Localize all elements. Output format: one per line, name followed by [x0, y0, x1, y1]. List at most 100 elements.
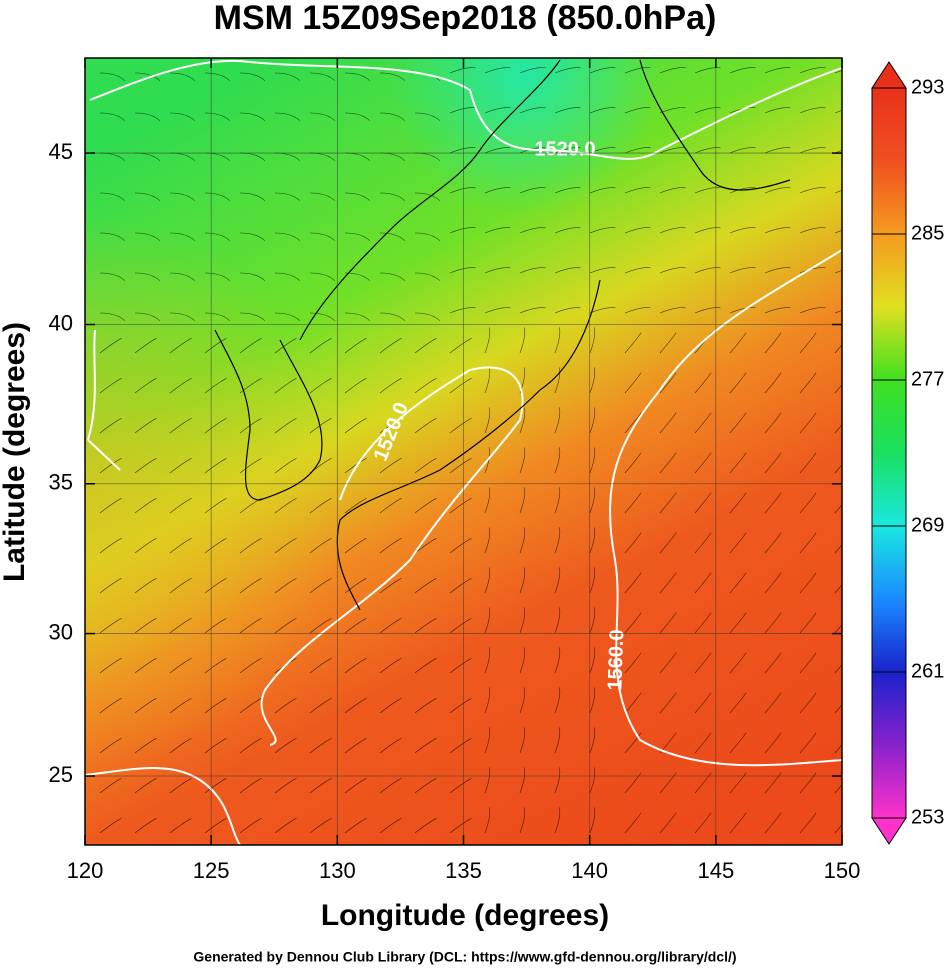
y-tick-label: 45: [49, 139, 73, 164]
streamline: [134, 272, 161, 281]
streamline: [484, 607, 491, 634]
streamline: [764, 812, 782, 834]
streamline: [694, 572, 712, 594]
streamline: [169, 378, 192, 394]
streamline: [694, 732, 712, 754]
streamline: [554, 487, 561, 514]
streamline: [729, 812, 747, 834]
streamline: [729, 452, 747, 474]
streamline: [764, 572, 782, 594]
streamline: [729, 267, 756, 274]
streamline: [274, 578, 297, 594]
streamline: [764, 332, 782, 354]
colorbar-extend: [871, 817, 907, 845]
streamline: [134, 458, 157, 474]
streamline: [764, 612, 782, 634]
streamline: [274, 418, 297, 434]
streamline: [834, 150, 842, 154]
streamline: [659, 332, 677, 354]
streamline: [169, 498, 192, 514]
streamline: [659, 372, 677, 394]
streamline: [379, 378, 402, 394]
streamline: [729, 307, 756, 314]
streamline: [834, 744, 842, 754]
streamline: [764, 452, 782, 474]
streamline: [204, 578, 227, 594]
streamline: [799, 147, 826, 154]
streamline: [274, 192, 301, 201]
streamline: [134, 112, 161, 121]
streamline: [204, 338, 227, 354]
streamline: [694, 107, 721, 114]
streamline: [834, 704, 842, 714]
streamline: [379, 272, 406, 281]
streamline: [554, 227, 581, 234]
streamline: [799, 67, 826, 74]
streamline: [554, 107, 581, 114]
streamline: [344, 818, 367, 834]
streamline: [484, 727, 491, 754]
streamline: [624, 67, 651, 74]
streamline: [659, 67, 686, 74]
streamline: [519, 767, 526, 794]
streamline: [764, 412, 782, 434]
streamline: [624, 772, 642, 794]
streamline: [344, 698, 367, 714]
streamline: [274, 378, 297, 394]
streamline: [729, 612, 747, 634]
streamline: [834, 784, 842, 794]
streamline: [449, 618, 472, 634]
streamline: [764, 732, 782, 754]
streamline: [134, 312, 161, 321]
streamline: [589, 147, 616, 154]
streamline: [274, 618, 297, 634]
streamline: [449, 458, 472, 474]
streamline: [589, 807, 596, 834]
x-tick-label: 125: [193, 858, 230, 883]
streamline: [239, 418, 262, 434]
streamline: [239, 778, 262, 794]
streamline: [379, 312, 406, 321]
streamline: [519, 407, 526, 434]
streamline: [484, 327, 491, 354]
coastline: [214, 329, 323, 501]
streamline: [624, 812, 642, 834]
streamline: [134, 192, 161, 201]
streamline: [694, 67, 721, 74]
contour-line: [609, 249, 842, 767]
streamline: [309, 72, 336, 81]
streamline: [99, 738, 122, 754]
streamline: [659, 452, 677, 474]
streamline: [134, 578, 157, 594]
height-contours: [85, 59, 842, 845]
streamline: [274, 778, 297, 794]
streamline: [239, 738, 262, 754]
streamline: [99, 112, 126, 121]
streamline: [519, 687, 526, 714]
streamline: [519, 307, 546, 314]
streamline: [134, 778, 157, 794]
streamline: [99, 618, 122, 634]
y-axis-label: Latitude (degrees): [0, 322, 31, 582]
streamline: [309, 818, 332, 834]
streamline: [344, 418, 367, 434]
streamline: [99, 232, 126, 241]
streamline: [274, 698, 297, 714]
streamline: [379, 458, 402, 474]
streamline: [624, 227, 651, 234]
streamline: [694, 412, 712, 434]
streamline: [554, 447, 561, 474]
streamline: [379, 738, 402, 754]
streamline: [449, 107, 476, 114]
streamline: [484, 267, 511, 274]
streamline: [239, 72, 266, 81]
streamline: [169, 818, 192, 834]
streamline: [309, 272, 336, 281]
streamline: [414, 658, 437, 674]
contour-line: [85, 767, 241, 845]
streamline: [694, 147, 721, 154]
streamline: [694, 372, 712, 394]
streamline: [589, 767, 596, 794]
streamline: [834, 664, 842, 674]
streamline: [99, 72, 126, 81]
